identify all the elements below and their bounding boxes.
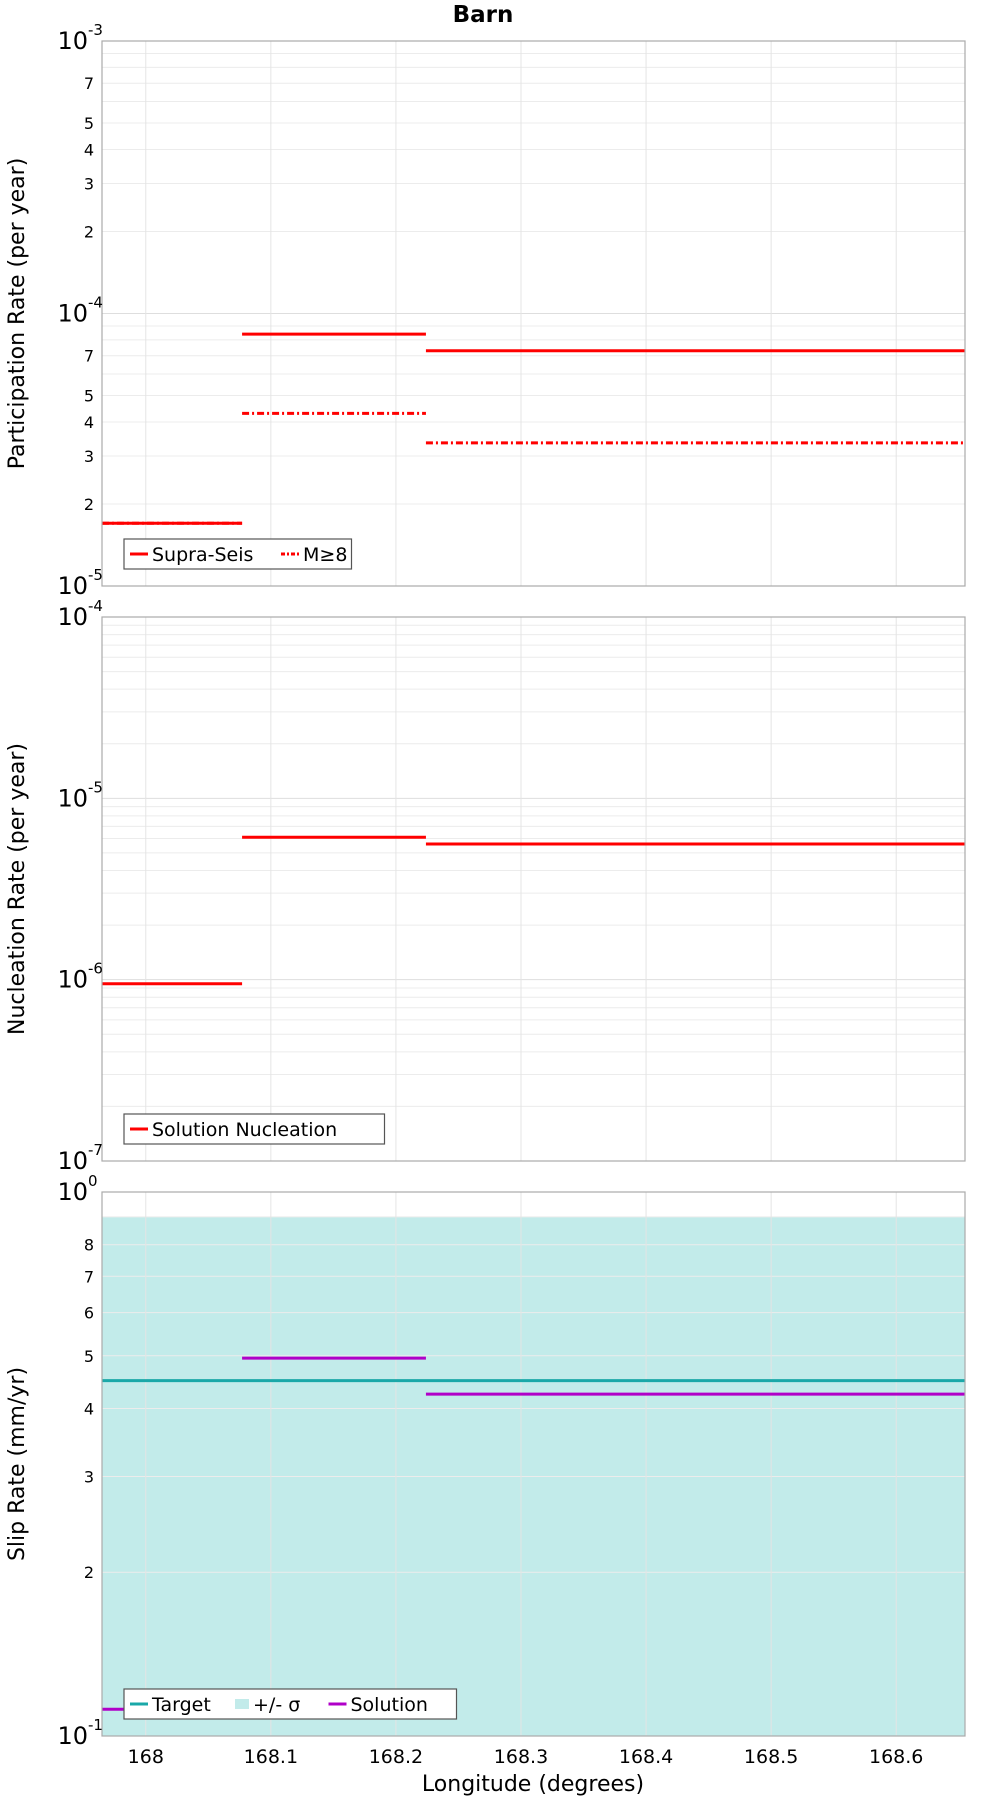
y-tick-minor-label: 3 [84,1467,94,1486]
y-tick-label: 10 [57,1178,88,1206]
legend-label: Solution Nucleation [152,1119,337,1141]
y-axis-label: Participation Rate (per year) [5,158,30,470]
legend-box [123,538,353,570]
legend-label: Solution [351,1694,428,1716]
y-tick-exponent: -5 [88,566,103,584]
legend: Supra-Seis M≥8 [123,538,353,570]
y-tick-minor-label: 7 [84,347,94,366]
legend-box [123,1688,458,1720]
y-tick-label: 10 [57,1722,88,1750]
y-tick-minor-label: 5 [84,1347,94,1366]
y-tick-minor-label: 5 [84,114,94,133]
legend-box [123,1113,386,1145]
legend-swatch [235,1699,249,1709]
x-axis-label: Longitude (degrees) [422,1772,644,1797]
y-tick-exponent: -4 [88,597,103,615]
plot-frame [101,1191,966,1737]
x-tick-label: 168.2 [369,1746,423,1768]
y-tick-exponent: -4 [88,294,103,312]
x-tick-label: 168.1 [244,1746,298,1768]
x-tick-label: 168.5 [744,1746,798,1768]
plot-area [102,617,965,1161]
y-tick-minor-label: 4 [84,140,94,159]
y-tick-exponent: -7 [88,1141,103,1159]
x-tick-label: 168.3 [494,1746,548,1768]
y-tick-exponent: -1 [88,1716,103,1734]
y-tick-label: 10 [57,300,88,328]
y-tick-minor-label: 3 [84,174,94,193]
series-m-8 [102,411,965,525]
grid-lines [102,41,965,587]
legend: Target +/- σ Solution [123,1688,458,1720]
series-solution-nucleation [102,835,965,986]
x-tick-label: 168.4 [619,1746,673,1768]
y-tick-minor-label: 6 [84,1304,94,1323]
y-tick-exponent: -3 [88,21,103,39]
grid-lines [102,1192,965,1737]
chart-title: Barn [453,2,514,28]
y-tick-exponent: -5 [88,778,103,796]
y-axis-label: Nucleation Rate (per year) [5,743,30,1035]
x-tick-label: 168.6 [869,1746,923,1768]
y-tick-minor-label: 2 [84,495,94,514]
y-tick-exponent: 0 [88,1172,98,1190]
legend-label: M≥8 [303,544,347,566]
y-tick-label: 10 [57,572,88,600]
y-tick-label: 10 [57,1147,88,1175]
plot-frame [101,616,966,1162]
legend-label: Target [151,1694,211,1716]
legend-label: +/- σ [253,1694,300,1716]
y-tick-minor-label: 2 [84,1563,94,1582]
x-tick-label: 168 [128,1746,164,1768]
y-tick-minor-label: 7 [84,1267,94,1286]
plot-frame [101,40,966,587]
legend: Solution Nucleation [123,1113,386,1145]
y-tick-label: 10 [57,27,88,55]
y-axis-label: Slip Rate (mm/yr) [5,1367,30,1561]
y-tick-minor-label: 4 [84,413,94,432]
y-tick-minor-label: 7 [84,74,94,93]
y-tick-label: 10 [57,784,88,812]
x-tick-labels: 168 168.1 168.2 168.3 168.4 168.5 168.6 [128,1746,924,1768]
y-tick-minor-label: 4 [84,1399,94,1418]
y-tick-exponent: -6 [88,960,103,978]
legend-label: Supra-Seis [152,544,253,566]
y-tick-minor-label: 5 [84,387,94,406]
y-tick-minor-label: 2 [84,222,94,241]
y-tick-label: 10 [57,603,88,631]
grid-lines [102,617,965,1162]
y-tick-minor-label: 8 [84,1236,94,1255]
y-tick-label: 10 [57,966,88,994]
y-tick-minor-label: 3 [84,447,94,466]
